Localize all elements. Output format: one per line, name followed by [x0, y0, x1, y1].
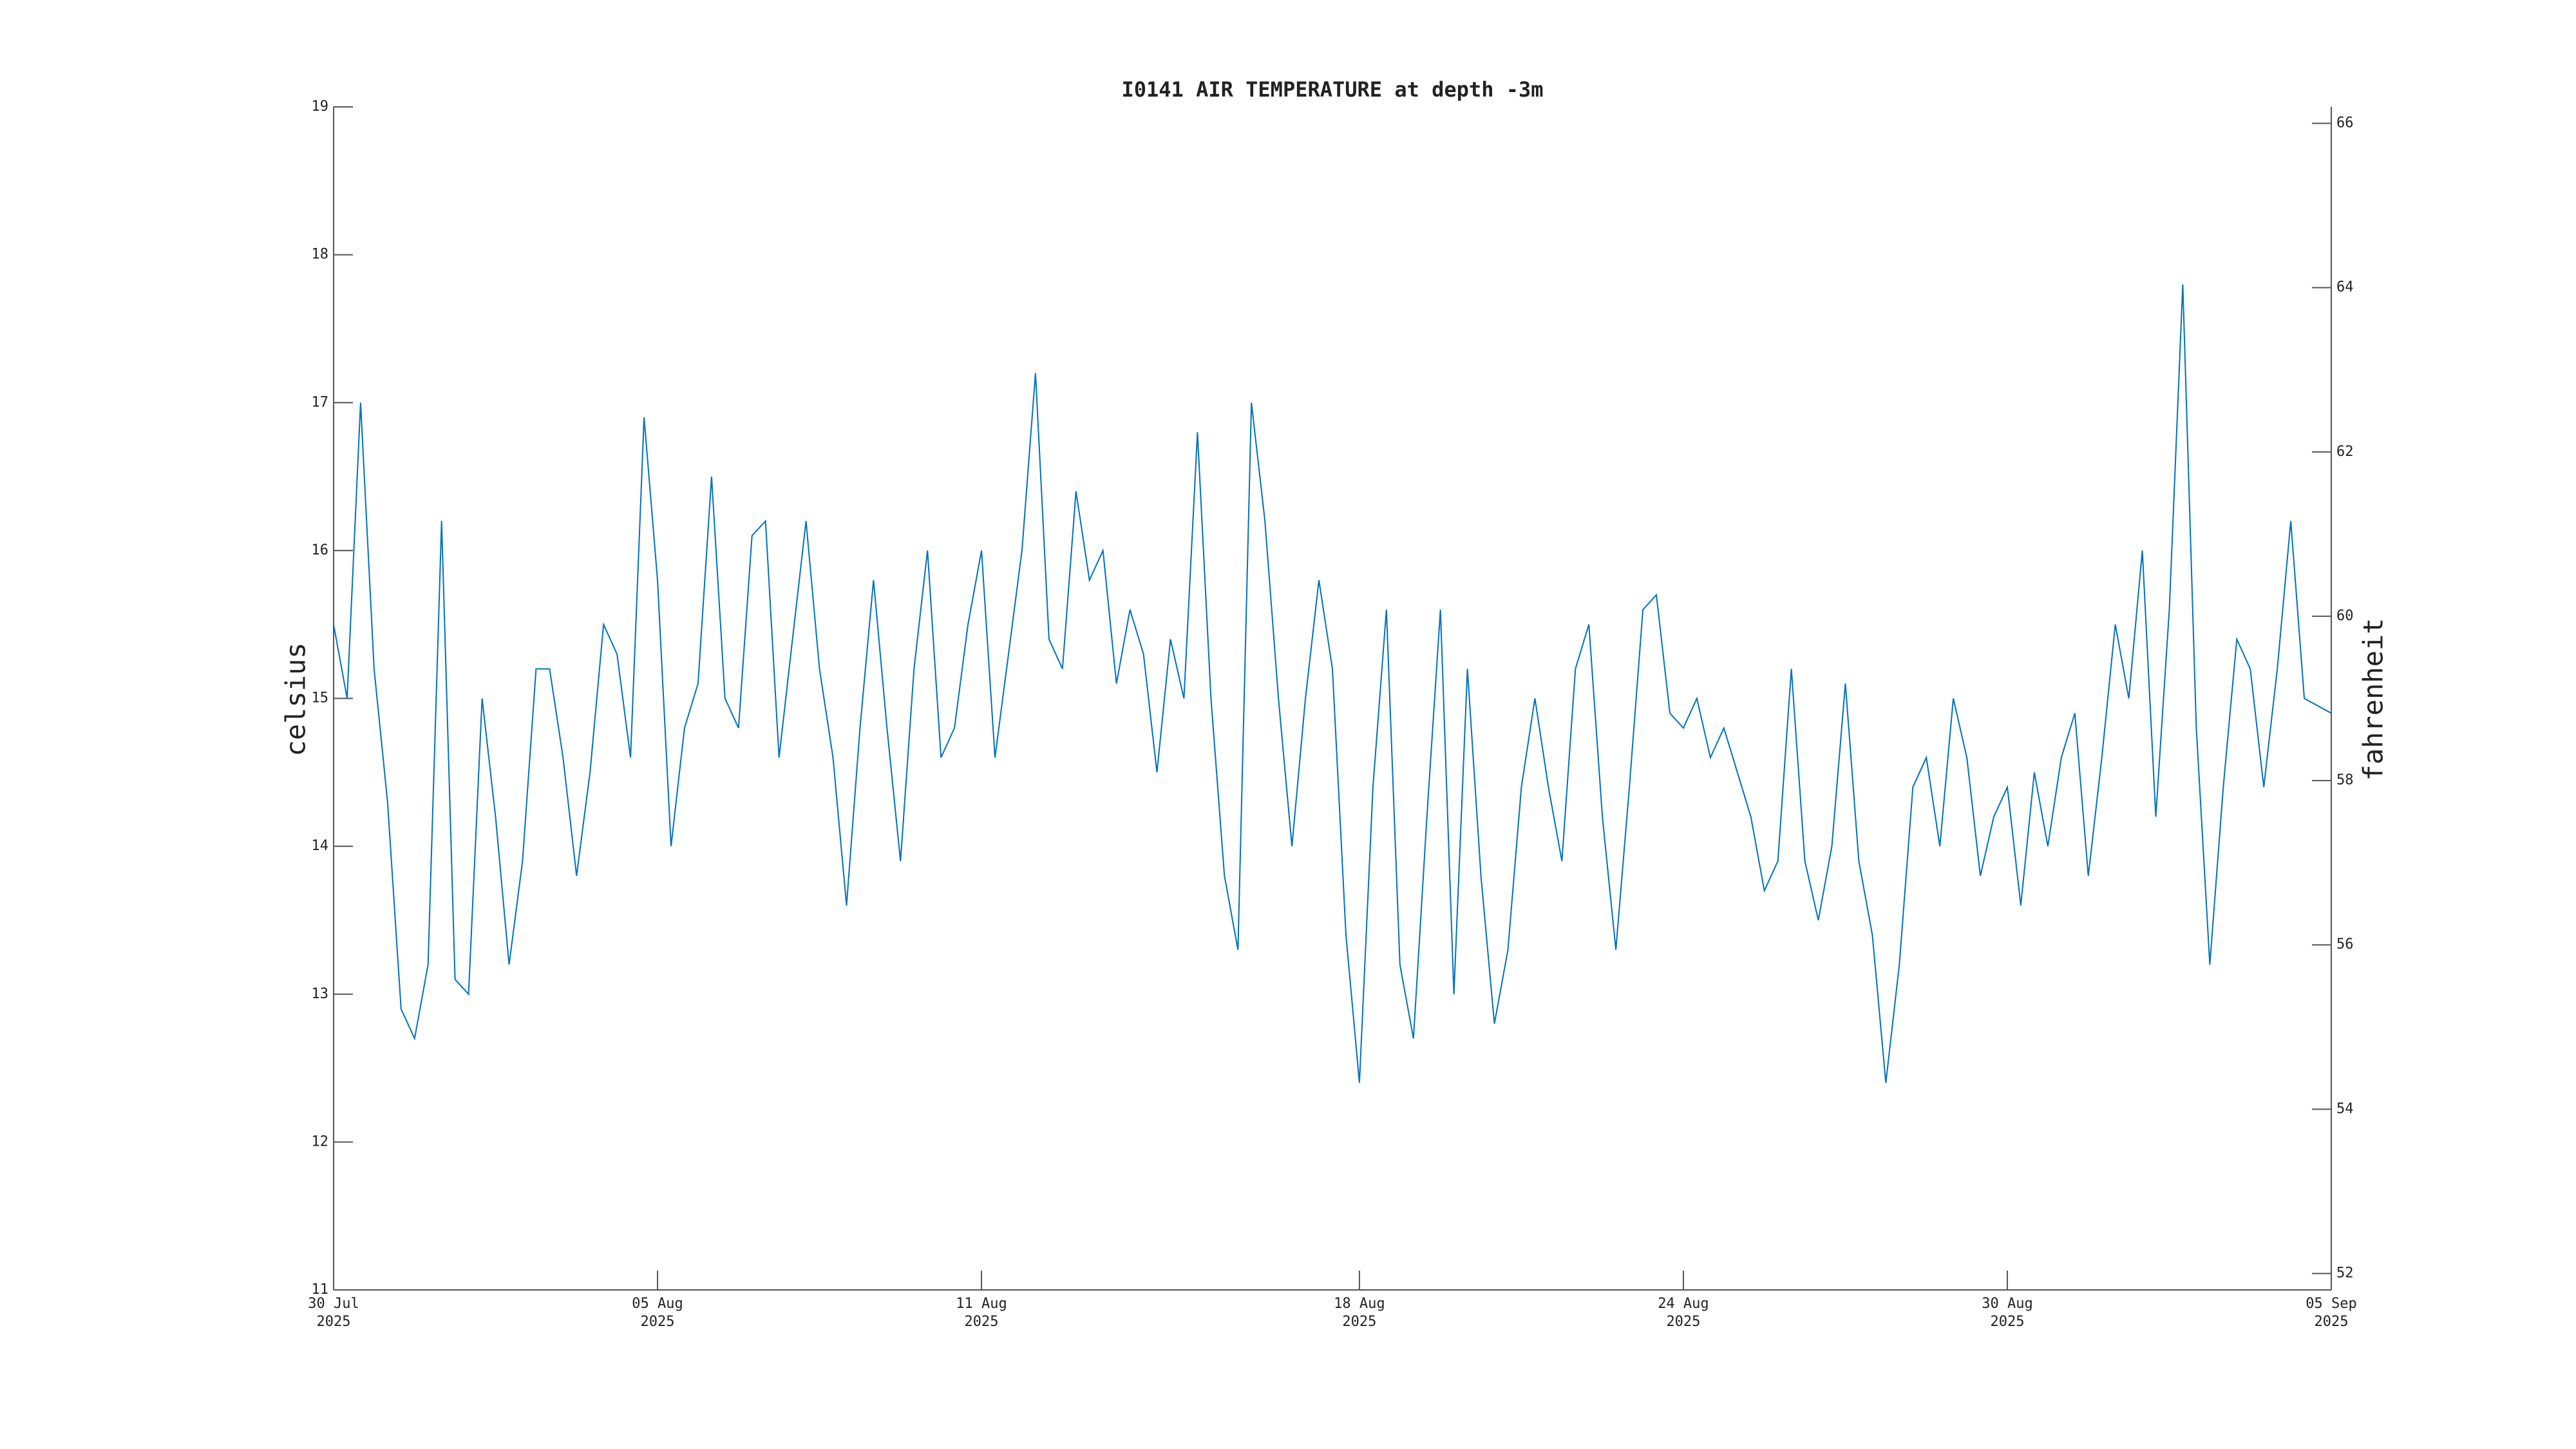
y2-tick-label: 62 — [2336, 444, 2354, 460]
y-tick-label: 14 — [312, 838, 329, 854]
y-tick-label: 17 — [312, 394, 329, 410]
y-tick-label: 16 — [312, 542, 329, 558]
y2-tick-label: 52 — [2336, 1265, 2354, 1281]
x-tick-label: 24 Aug 2025 — [1658, 1296, 1709, 1330]
chart-title: I0141 AIR TEMPERATURE at depth -3m — [1121, 77, 1543, 102]
y-tick-label: 19 — [312, 99, 329, 115]
x-tick-label: 30 Aug 2025 — [1982, 1296, 2033, 1330]
y-tick-label: 11 — [312, 1282, 329, 1298]
x-tick-label: 11 Aug 2025 — [956, 1296, 1007, 1330]
x-tick-label: 18 Aug 2025 — [1334, 1296, 1385, 1330]
y-tick-label: 18 — [312, 247, 329, 263]
y-axis-label: celsius — [280, 642, 312, 756]
y-tick-label: 12 — [312, 1133, 329, 1150]
y2-tick-label: 64 — [2336, 279, 2354, 296]
x-tick-label: 30 Jul 2025 — [308, 1296, 359, 1330]
y2-tick-label: 60 — [2336, 608, 2354, 624]
x-tick-label: 05 Aug 2025 — [632, 1296, 683, 1330]
x-tick-label: 05 Sep 2025 — [2306, 1296, 2357, 1330]
y2-tick-label: 56 — [2336, 936, 2354, 952]
y2-tick-label: 66 — [2336, 115, 2354, 131]
y2-tick-label: 54 — [2336, 1101, 2354, 1117]
y-tick-label: 13 — [312, 986, 329, 1002]
y2-tick-label: 58 — [2336, 772, 2354, 788]
data-line — [333, 284, 2332, 1083]
y-tick-label: 15 — [312, 690, 329, 706]
y2-axis-label: fahrenheit — [2358, 618, 2389, 781]
